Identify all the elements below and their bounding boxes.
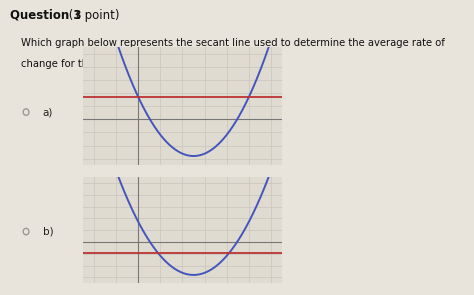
Text: Question 3: Question 3 <box>10 9 82 22</box>
Text: b): b) <box>43 227 53 237</box>
Text: a): a) <box>43 107 53 117</box>
Text: change for the interval 0≤x≤5?: change for the interval 0≤x≤5? <box>21 59 180 69</box>
Text: Which graph below represents the secant line used to determine the average rate : Which graph below represents the secant … <box>21 38 445 48</box>
Text: (1 point): (1 point) <box>65 9 119 22</box>
